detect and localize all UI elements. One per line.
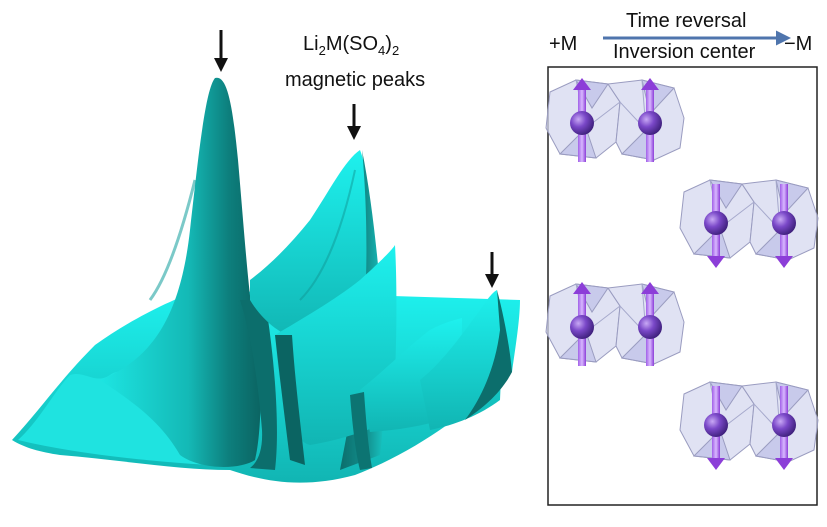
surface-shading (299, 169, 356, 301)
spin-up-arrow (573, 282, 591, 294)
plus-m-label: +M (549, 33, 577, 55)
magnetic-atom (638, 111, 662, 135)
spin-structure (545, 78, 819, 470)
spin-up-arrow (641, 282, 659, 294)
spin-unit (545, 282, 685, 366)
surface-shading (148, 179, 197, 301)
compound-formula: Li2M(SO4)2 (303, 33, 399, 58)
peak-arrow (485, 252, 499, 288)
magnetic-atom (570, 111, 594, 135)
symmetry-operation: +M Time reversal Inversion center −M (549, 10, 812, 63)
surface-peak-1-back (240, 300, 277, 470)
surface-peak-4-wall (465, 290, 512, 420)
spin-unit (545, 78, 685, 162)
spin-down-arrow (707, 458, 725, 470)
magnetic-atom (638, 315, 662, 339)
magnetic-atom (772, 413, 796, 437)
spin-unit (679, 179, 819, 268)
magnetic-atom (772, 211, 796, 235)
peak-arrow (214, 30, 228, 72)
surface-peak-1 (100, 77, 261, 467)
magnetic-atom (570, 315, 594, 339)
spin-up-arrow (573, 78, 591, 90)
spin-down-arrow (775, 256, 793, 268)
magnetic-atom (704, 413, 728, 437)
peak-arrows (214, 30, 499, 288)
spin-unit (679, 381, 819, 470)
time-reversal-label: Time reversal (626, 10, 746, 32)
magnetic-peaks-label: magnetic peaks (285, 69, 425, 91)
inversion-center-label: Inversion center (613, 41, 756, 63)
surface-ridge-4-wall (350, 392, 372, 470)
spin-down-arrow (775, 458, 793, 470)
surface-ridge-3-wall (275, 335, 305, 465)
peak-arrow (347, 104, 361, 140)
spin-up-arrow (641, 78, 659, 90)
magnetic-peak-surface (12, 77, 520, 483)
spin-down-arrow (707, 256, 725, 268)
magnetic-atom (704, 211, 728, 235)
minus-m-label: −M (784, 33, 812, 55)
